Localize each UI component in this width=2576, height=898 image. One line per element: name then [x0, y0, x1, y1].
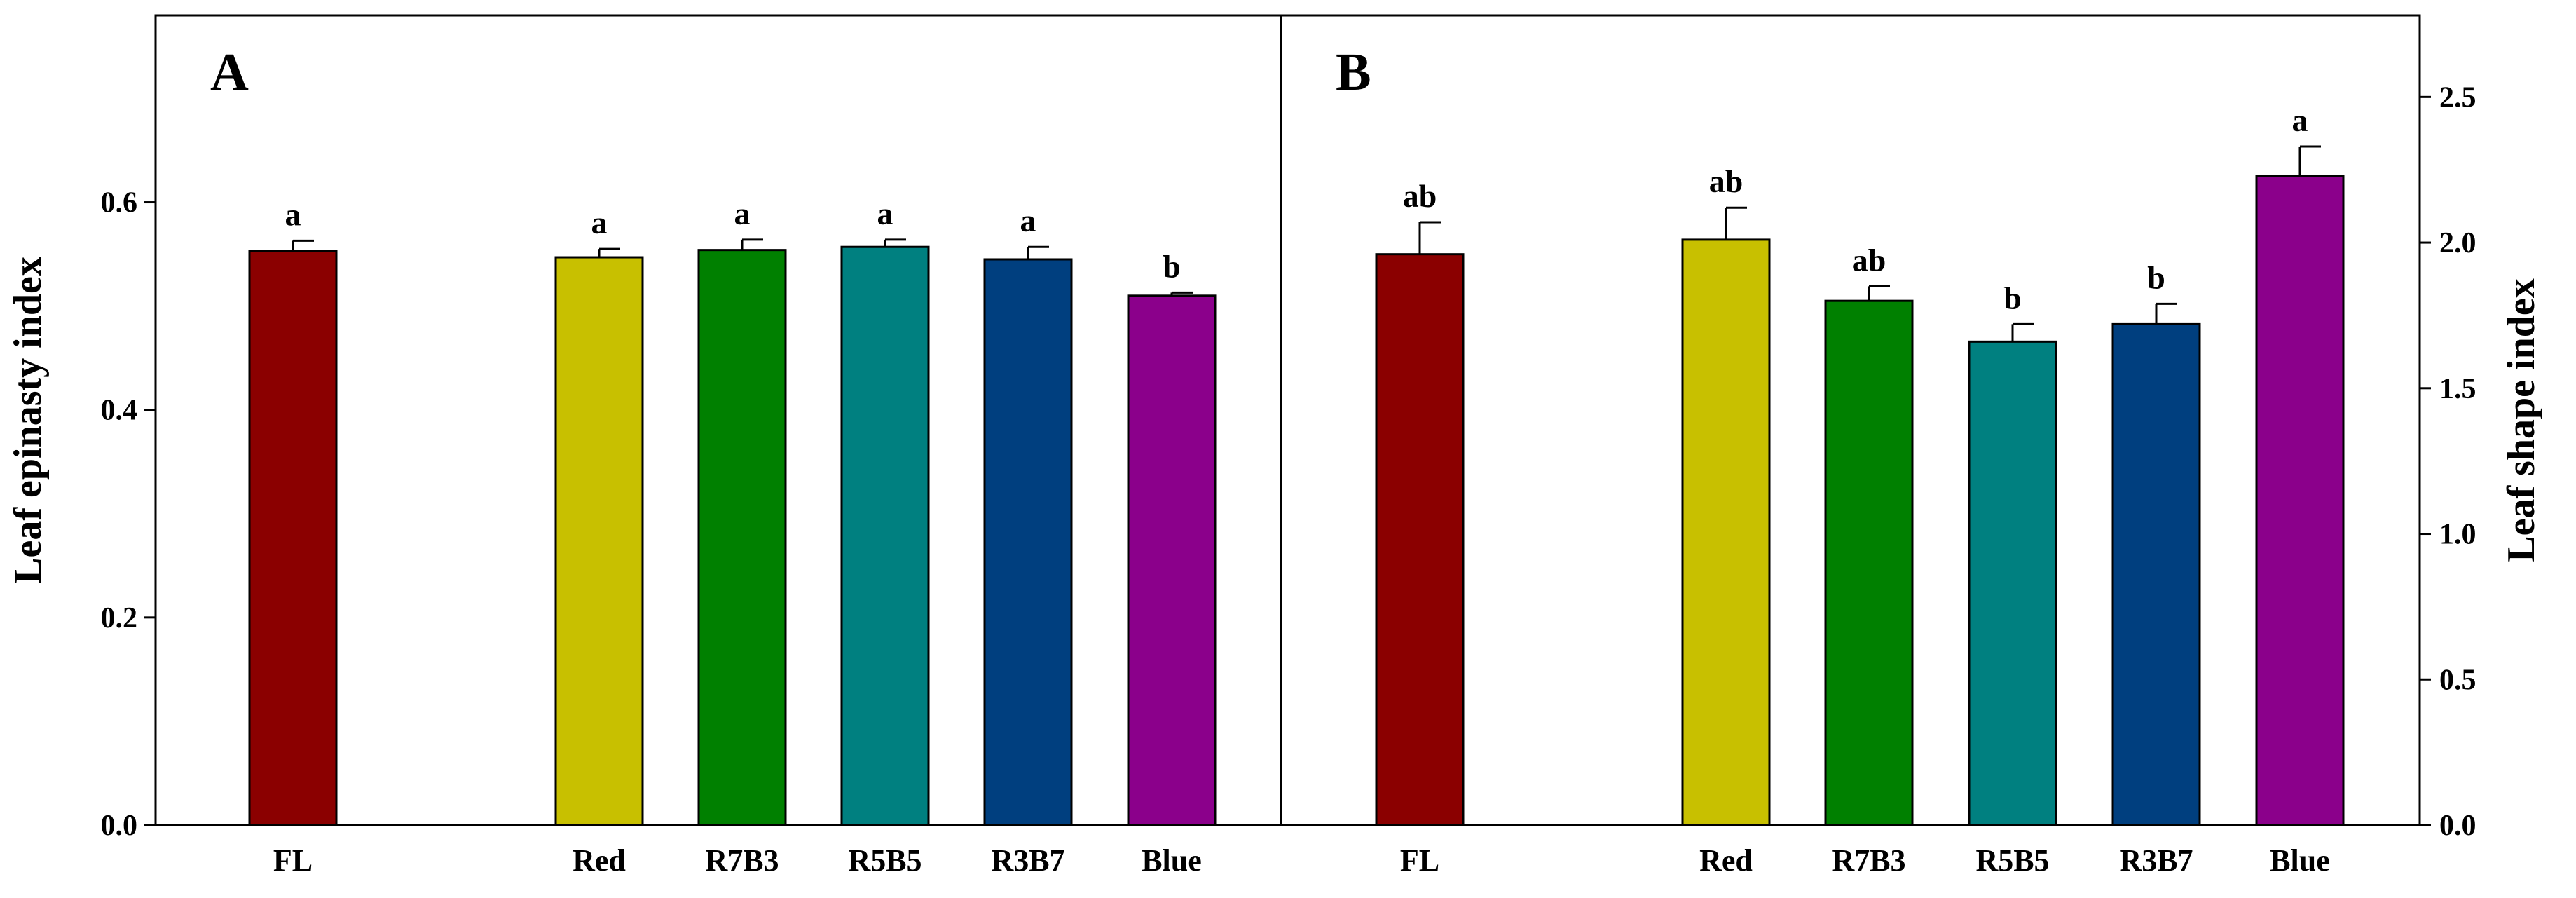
- y-tick-label: 0.0: [101, 810, 138, 842]
- significance-label: b: [2147, 259, 2165, 295]
- y-axis-title: Leaf epinasty index: [6, 257, 50, 584]
- bar: [840, 245, 930, 826]
- x-tick-label: Blue: [1142, 843, 1202, 878]
- panel-a: A 0.0 0.2 0.4 0.6 Leaf epinasty index a FL a Red a…: [6, 14, 1282, 878]
- bar: [1824, 299, 1914, 826]
- bar: [248, 250, 338, 826]
- x-tick-label: R3B7: [2119, 843, 2193, 878]
- x-tick-label: R7B3: [1832, 843, 1905, 878]
- bar: [983, 258, 1073, 826]
- panel-label: A: [210, 43, 249, 102]
- significance-label: a: [877, 196, 893, 231]
- y-tick-label: 0.0: [2439, 810, 2476, 842]
- x-tick-label: Red: [1699, 843, 1753, 878]
- significance-label: a: [2292, 102, 2308, 138]
- y-tick-label: 2.0: [2439, 227, 2476, 259]
- y-tick-label: 0.6: [101, 187, 138, 219]
- x-tick-label: FL: [1400, 843, 1439, 878]
- bar: [2111, 322, 2201, 826]
- significance-label: a: [1020, 203, 1036, 238]
- significance-label: ab: [1403, 178, 1437, 214]
- x-tick-label: FL: [273, 843, 313, 878]
- x-tick-label: Blue: [2270, 843, 2330, 878]
- panel-label: B: [1336, 43, 1371, 102]
- bar: [1968, 340, 2057, 826]
- bar: [1127, 294, 1217, 826]
- significance-label: ab: [1709, 163, 1743, 199]
- bar: [697, 249, 787, 826]
- significance-label: a: [285, 196, 301, 232]
- y-tick-label: 0.5: [2439, 664, 2476, 696]
- significance-label: b: [1163, 248, 1181, 284]
- x-tick-label: R7B3: [705, 843, 779, 878]
- bar: [554, 256, 644, 826]
- x-tick-label: Red: [573, 843, 626, 878]
- x-tick-label: R5B5: [848, 843, 922, 878]
- bar: [2255, 175, 2345, 826]
- y-tick-label: 0.4: [101, 395, 138, 427]
- significance-label: a: [591, 205, 608, 240]
- x-tick-label: R5B5: [1975, 843, 2049, 878]
- y-tick-label: 1.0: [2439, 519, 2476, 551]
- bar: [1681, 238, 1771, 826]
- bar: [1375, 253, 1465, 826]
- x-tick-label: R3B7: [991, 843, 1064, 878]
- significance-label: a: [734, 196, 751, 231]
- y-tick-label: 1.5: [2439, 373, 2476, 405]
- y-tick-label: 0.2: [101, 602, 138, 634]
- significance-label: b: [2003, 280, 2022, 315]
- significance-label: ab: [1852, 242, 1886, 278]
- y-axis-title: Leaf shape index: [2500, 278, 2543, 562]
- y-tick-label: 2.5: [2439, 81, 2476, 114]
